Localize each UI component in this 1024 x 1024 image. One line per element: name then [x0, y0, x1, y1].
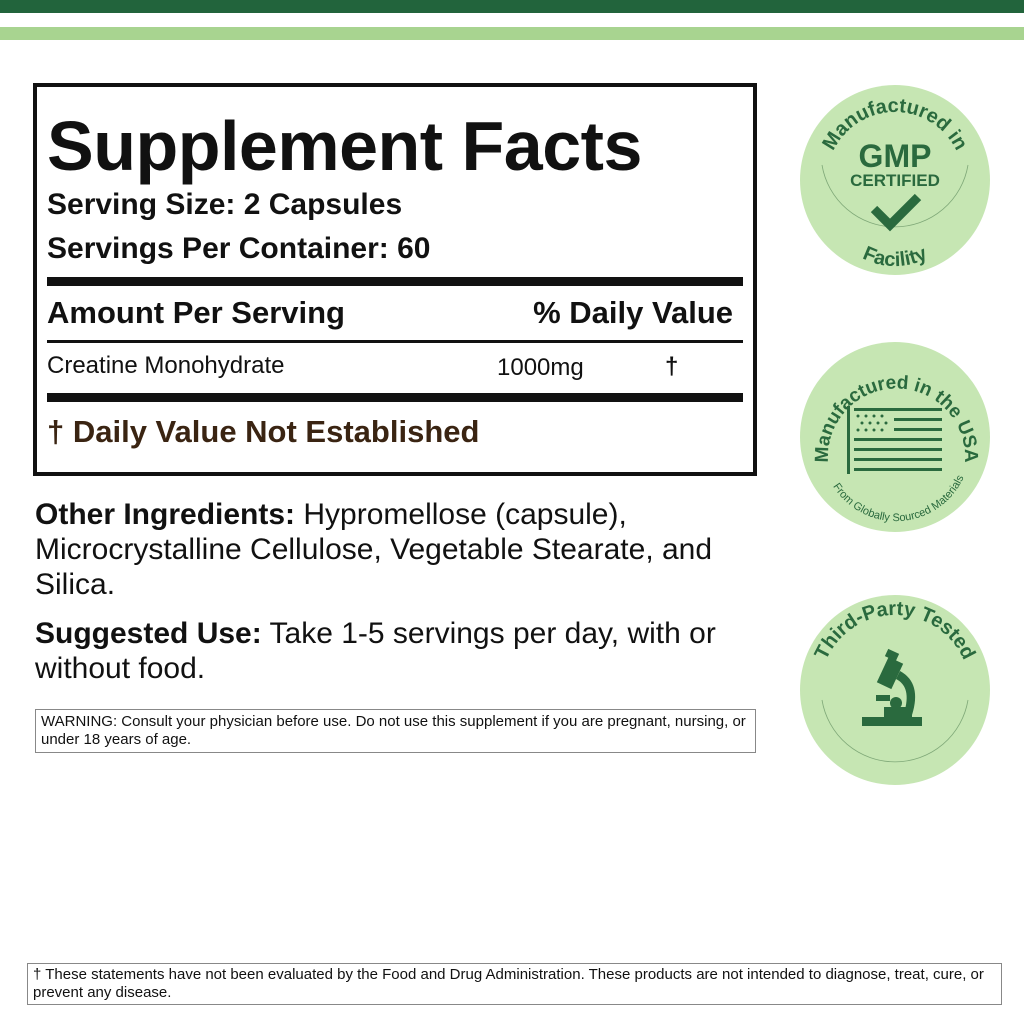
suggested-use: Suggested Use: Take 1-5 servings per day…	[35, 616, 755, 686]
divider	[47, 393, 743, 402]
us-flag-icon	[847, 406, 942, 474]
made-in-usa-badge: Manufactured in the USA From Globally So…	[800, 342, 990, 532]
facts-footnote: † Daily Value Not Established	[47, 414, 480, 449]
top-light-stripe	[0, 27, 1024, 40]
ingredient-dv: †	[665, 353, 679, 380]
other-ingredients-text: Hypromellose (capsule), Microcrystalline…	[35, 498, 713, 601]
other-ingredients-label: Other Ingredients:	[35, 498, 296, 531]
dv-header: % Daily Value	[533, 295, 733, 330]
microscope-icon	[862, 648, 922, 726]
divider	[47, 340, 743, 343]
gmp-certified-badge: Manufactured in GMP CERTIFIED Facility	[800, 85, 990, 275]
suggested-use-text: Take 1-5 servings per day, with or witho…	[35, 617, 716, 685]
serving-size: Serving Size: 2 Capsules	[47, 188, 403, 221]
other-ingredients: Other Ingredients: Hypromellose (capsule…	[35, 497, 755, 602]
ingredient-name: Creatine Monohydrate	[47, 352, 285, 379]
ingredient-row: Creatine Monohydrate 1000mg †	[47, 343, 743, 393]
badge-sub-text: CERTIFIED	[850, 171, 940, 190]
suggested-use-label: Suggested Use:	[35, 617, 262, 650]
facts-header-row: Amount Per Serving % Daily Value	[47, 286, 743, 340]
amount-header: Amount Per Serving	[47, 295, 345, 330]
third-party-tested-badge: Third-Party Tested	[800, 595, 990, 785]
servings-per-container: Servings Per Container: 60	[47, 232, 431, 265]
badge-main-text: GMP	[859, 138, 932, 174]
ingredient-amount: 1000mg	[497, 354, 584, 381]
fda-disclaimer: † These statements have not been evaluat…	[27, 963, 1002, 1005]
top-dark-stripe	[0, 0, 1024, 13]
facts-title: Supplement Facts	[47, 107, 642, 185]
warning-box: WARNING: Consult your physician before u…	[35, 709, 756, 753]
checkmark-icon	[870, 193, 922, 232]
divider	[47, 277, 743, 286]
supplement-facts-panel: Supplement Facts Serving Size: 2 Capsule…	[33, 83, 757, 476]
